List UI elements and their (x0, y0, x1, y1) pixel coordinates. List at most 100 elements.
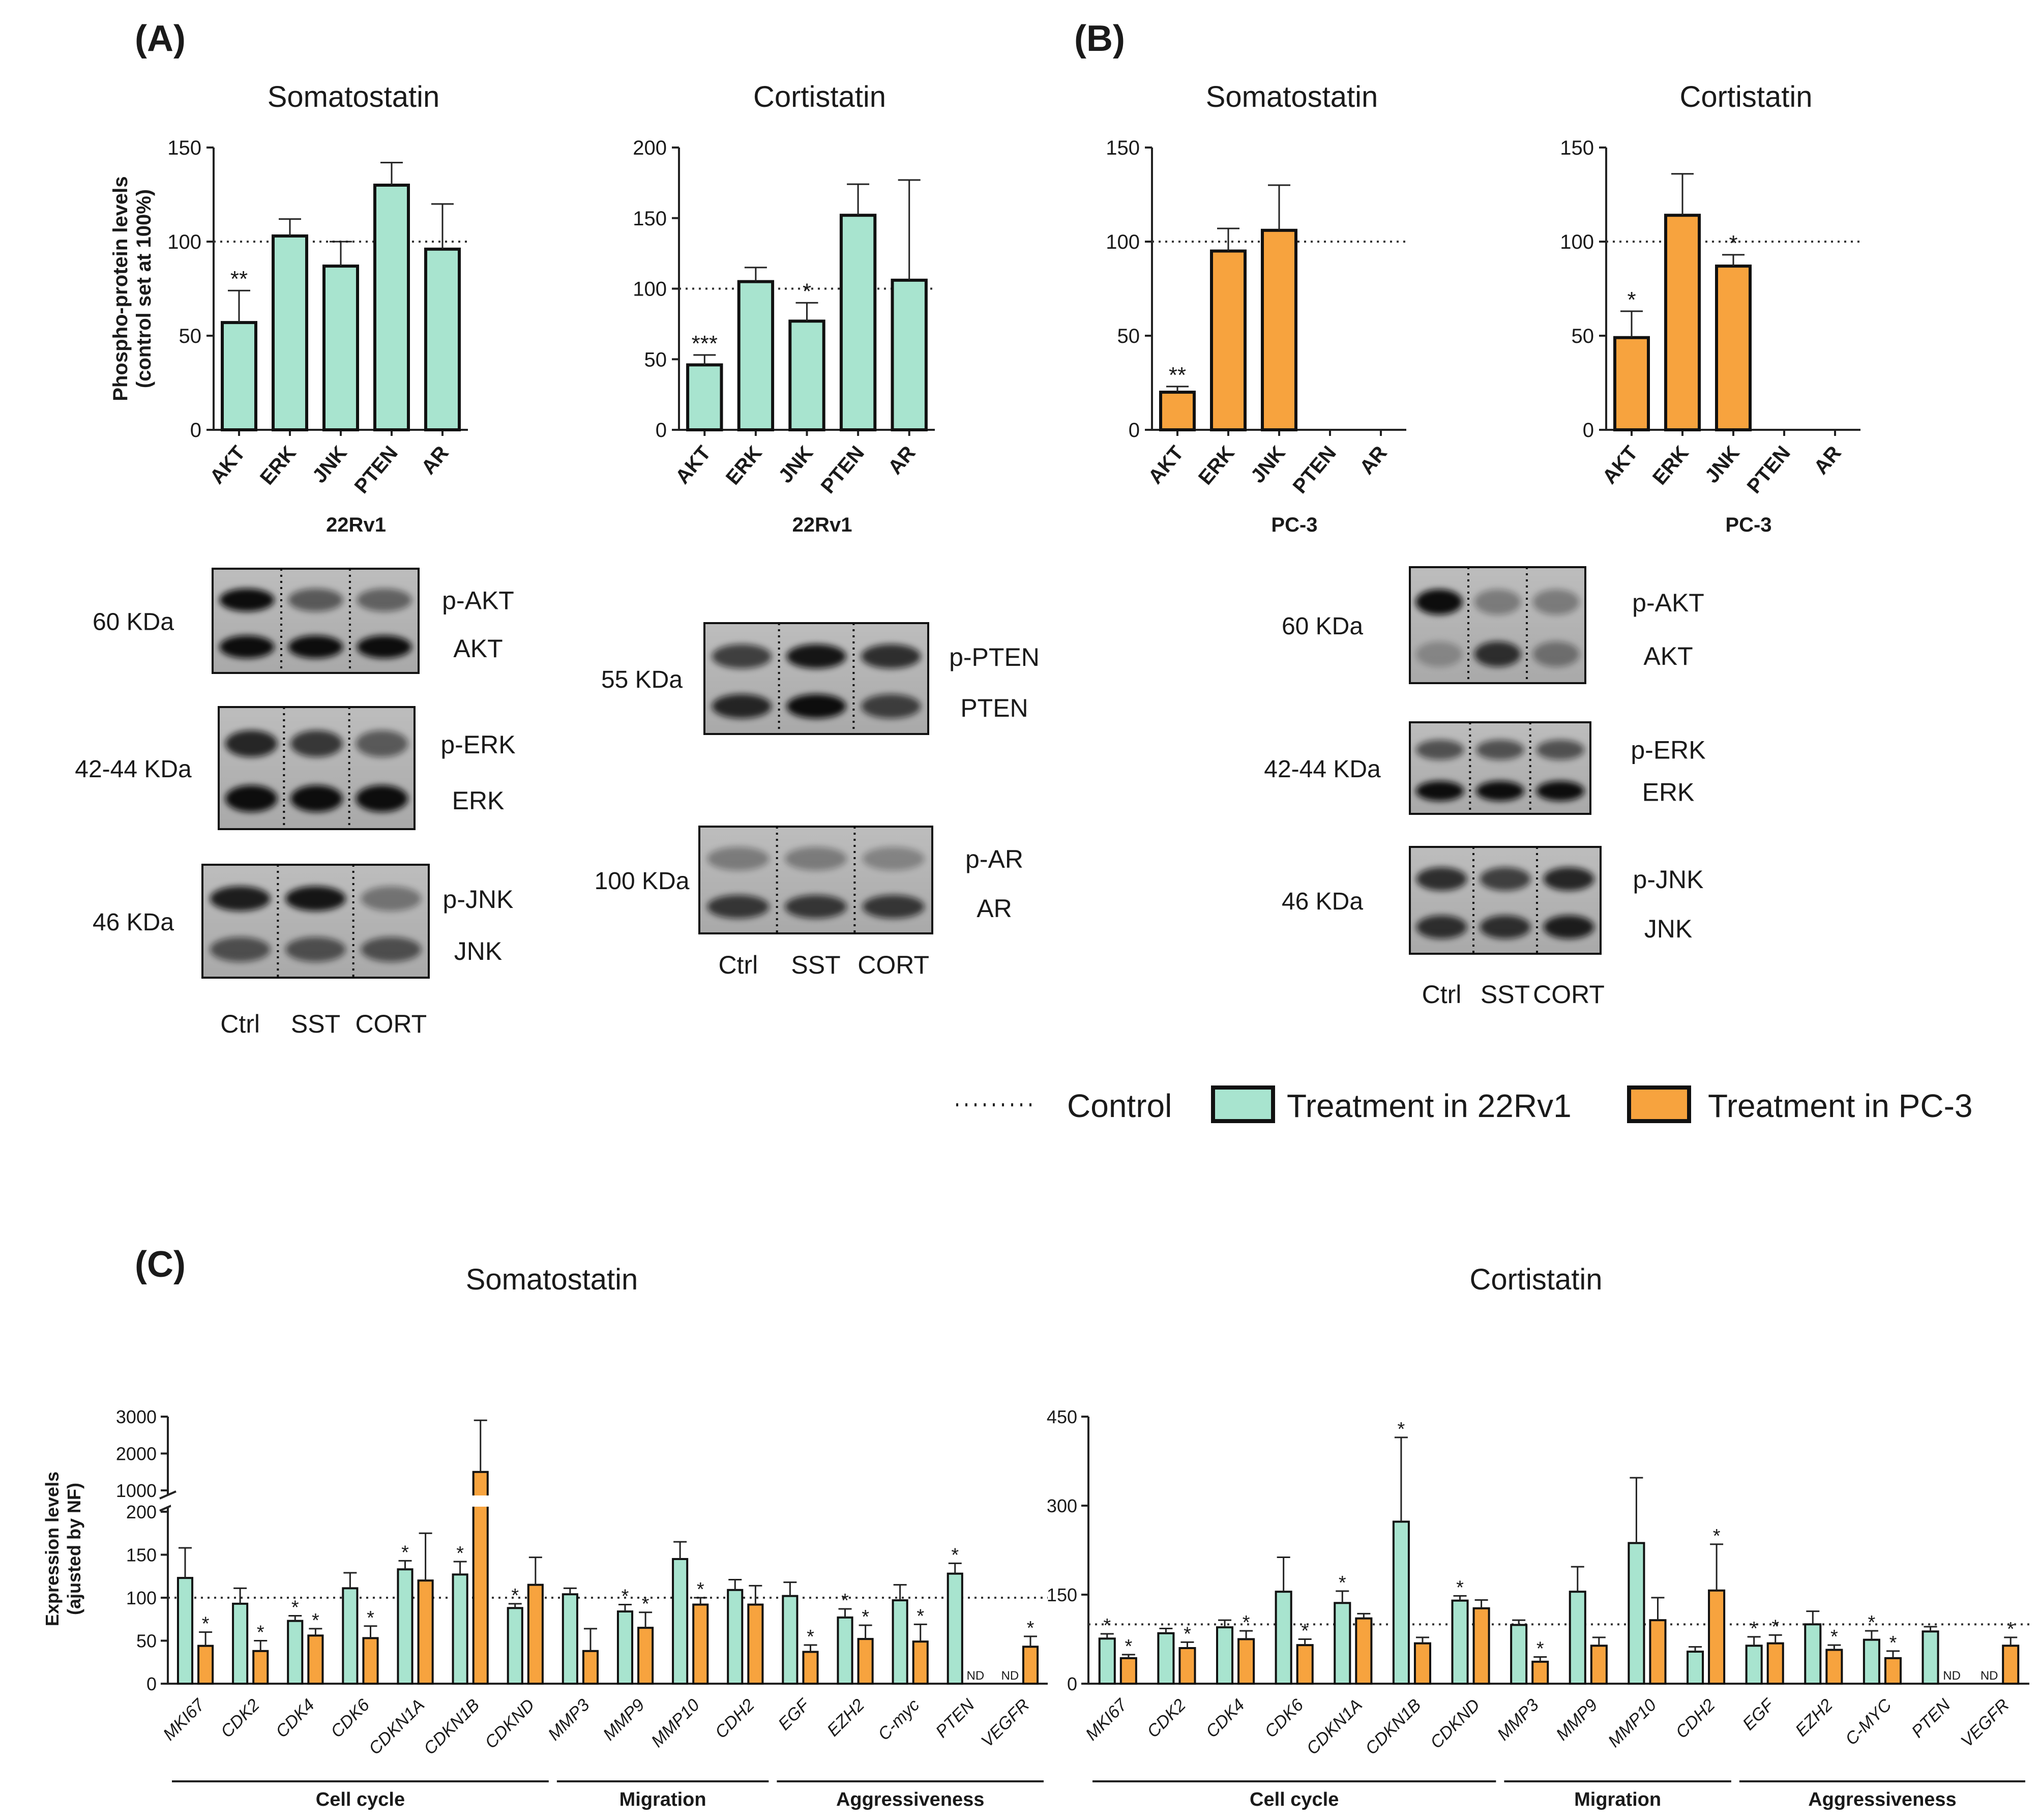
blot-band (220, 589, 275, 611)
blot-band (288, 589, 343, 611)
bar (948, 1574, 962, 1684)
molecular-weight-label: 46 KDa (93, 909, 174, 936)
blot-band (1533, 641, 1580, 667)
blot-band (863, 895, 925, 918)
bar (453, 1574, 467, 1684)
bar (1158, 1633, 1173, 1684)
y-tick-label: 0 (1129, 419, 1140, 442)
blot-band (1533, 589, 1580, 614)
x-tick-label: CDKN1A (365, 1695, 428, 1758)
x-tick-label: ERK (722, 442, 766, 489)
lane-label: Ctrl (718, 951, 758, 979)
x-tick-label: PTEN (350, 442, 402, 498)
y-tick-label: 150 (1047, 1584, 1077, 1605)
significance-marker: ** (230, 267, 248, 291)
x-tick-label: CDK6 (1261, 1695, 1307, 1742)
significance-marker: * (1771, 1616, 1779, 1637)
x-tick-label: AR (417, 442, 453, 479)
y-tick-label: 100 (1106, 231, 1140, 253)
x-tick-label: CDK4 (272, 1695, 318, 1742)
significance-marker: * (917, 1605, 924, 1627)
significance-marker: * (1536, 1638, 1544, 1660)
bar (1923, 1631, 1938, 1684)
x-tick-label: PTEN (1908, 1695, 1954, 1741)
bar (1650, 1620, 1665, 1684)
bar (2003, 1646, 2018, 1684)
significance-marker: * (1830, 1626, 1838, 1648)
legend-green-label: Treatment in 22Rv1 (1287, 1088, 1572, 1124)
lane-label: SST (1481, 980, 1530, 1009)
bar (308, 1635, 322, 1684)
significance-marker: * (257, 1622, 264, 1643)
chart-title: Somatostatin (466, 1263, 638, 1296)
x-tick-label: CDH2 (1672, 1695, 1719, 1742)
x-tick-label: PTEN (932, 1695, 978, 1741)
blot-band (357, 589, 412, 611)
blot-set-a-right: 55 KDap-PTENPTEN100 KDap-ARARCtrl SST CORT (595, 623, 1040, 979)
y-tick-label: 0 (656, 419, 667, 442)
bar (783, 1596, 797, 1684)
bar (1276, 1592, 1291, 1684)
bar (343, 1588, 357, 1684)
protein-label: p-AR (965, 845, 1023, 873)
bar (688, 365, 721, 430)
x-tick-label: JNK (774, 442, 817, 487)
x-axis-title: 22Rv1 (792, 514, 852, 536)
blot-band (861, 644, 921, 668)
significance-marker: * (862, 1606, 869, 1628)
chart-title: Cortistatin (753, 80, 886, 113)
bar (222, 322, 256, 430)
significance-marker: * (807, 1626, 814, 1648)
significance-marker: * (1103, 1615, 1111, 1636)
lane-label: Ctrl (220, 1010, 260, 1038)
significance-marker: * (1398, 1419, 1405, 1440)
western-blots: 60 KDa p-AKT AKT 42-44 KDa p-ERK ERK 46 KDa p-J… (75, 567, 1705, 1038)
lane-label: SST (291, 1010, 340, 1038)
blot-band (356, 730, 408, 757)
y-tick-label: 100 (167, 231, 201, 253)
blot-band (225, 730, 278, 757)
y-tick-label: 0 (190, 419, 201, 442)
y-tick-label: 200 (126, 1502, 157, 1522)
lane-label: SST (791, 951, 840, 979)
blot-band (1476, 740, 1524, 760)
blot-band (1476, 781, 1524, 801)
bar (375, 185, 408, 430)
significance-marker: * (456, 1543, 464, 1564)
bar (803, 1652, 817, 1684)
blot-band (1474, 641, 1521, 667)
blot-band (785, 895, 847, 918)
bar (1179, 1648, 1195, 1684)
blot-band (1474, 589, 1521, 614)
bar (1238, 1639, 1254, 1684)
y-tick-label: 3000 (116, 1406, 157, 1427)
bar (1297, 1645, 1313, 1684)
blot-band (361, 937, 422, 962)
significance-marker: * (803, 279, 811, 304)
x-axis-title: PC-3 (1271, 514, 1317, 536)
blot-band (356, 785, 408, 812)
x-tick-label: AKT (205, 442, 250, 488)
protein-label: ERK (452, 786, 505, 815)
bar (1826, 1650, 1842, 1684)
significance-marker: * (312, 1610, 319, 1631)
significance-marker: * (841, 1590, 849, 1611)
x-tick-label: JNK (1701, 442, 1744, 487)
legend-orange-label: Treatment in PC-3 (1708, 1088, 1972, 1124)
group-label: Migration (619, 1789, 706, 1810)
molecular-weight-label: 42-44 KDa (1264, 756, 1381, 783)
bar (198, 1646, 213, 1684)
bar (398, 1569, 412, 1684)
bar (1335, 1603, 1350, 1684)
chart-b-cort: Cortistatin 0 50 100 150 AKT * ERK JNK * PTEN AR PC-… (1560, 80, 1860, 536)
y-tick-label: 300 (1047, 1495, 1077, 1516)
blot-band (210, 886, 271, 911)
bar (233, 1604, 247, 1684)
significance-marker: * (291, 1597, 299, 1618)
x-tick-label: MMP10 (1604, 1695, 1660, 1751)
bar (1709, 1591, 1724, 1684)
x-tick-label: PTEN (1289, 442, 1341, 498)
protein-label: AKT (1643, 642, 1693, 670)
protein-label: JNK (1644, 915, 1692, 943)
y-tick-label: 100 (633, 278, 667, 301)
